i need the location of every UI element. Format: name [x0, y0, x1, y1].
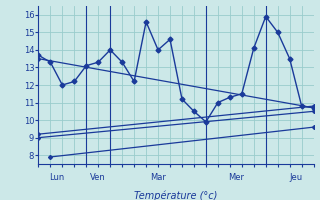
Text: Température (°c): Température (°c)	[134, 190, 218, 200]
Text: Mar: Mar	[150, 173, 166, 182]
Text: Jeu: Jeu	[289, 173, 302, 182]
Text: Mer: Mer	[228, 173, 244, 182]
Text: Lun: Lun	[49, 173, 64, 182]
Text: Ven: Ven	[90, 173, 106, 182]
